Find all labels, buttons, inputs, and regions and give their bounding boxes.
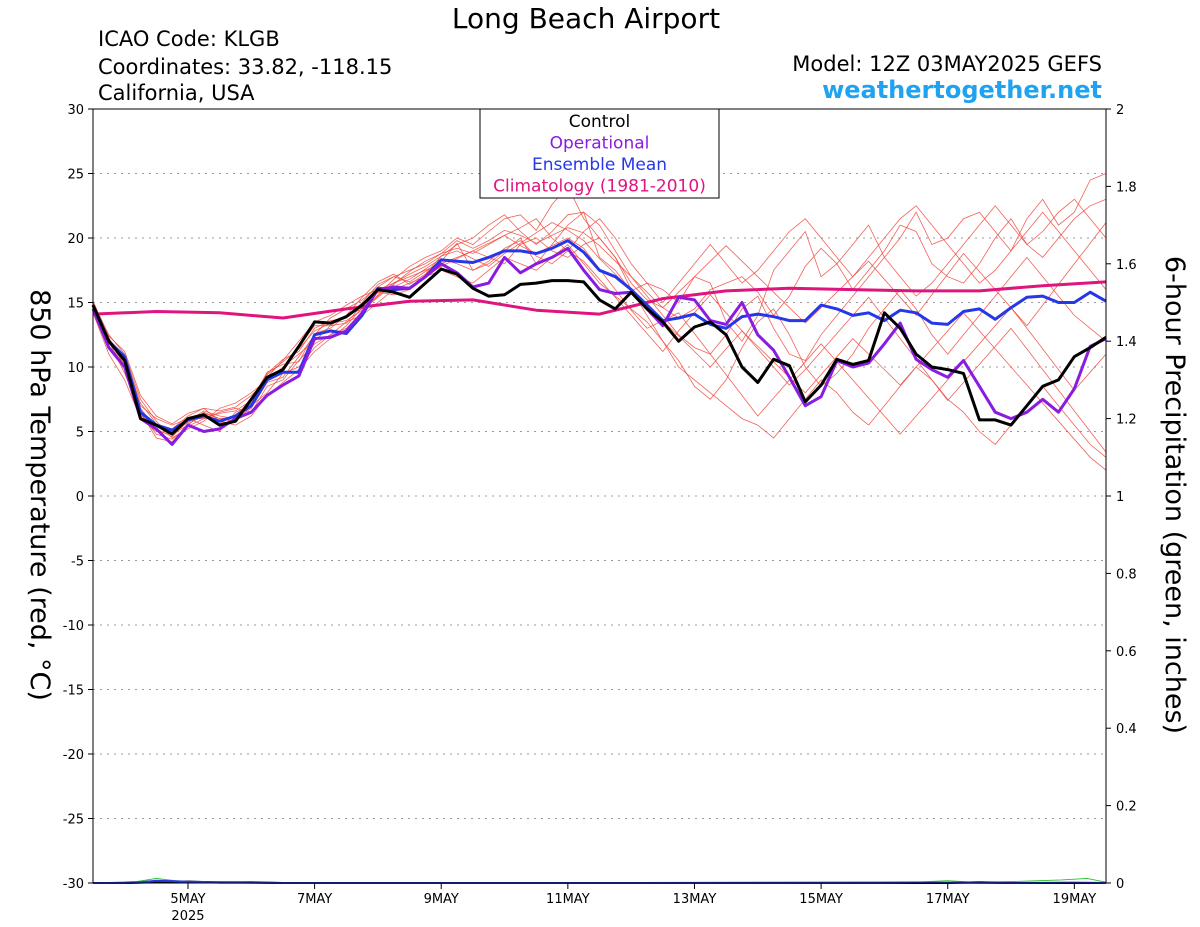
x-tick-label: 13MAY [673, 892, 717, 907]
y2-tick-label: 1.8 [1116, 180, 1137, 195]
y2-tick-label: 2 [1116, 103, 1124, 118]
y2-tick-label: 1.4 [1116, 335, 1137, 350]
legend-entry: Ensemble Mean [532, 155, 667, 175]
y2-tick-label: 0 [1116, 877, 1124, 892]
y2-tick-label: 1 [1116, 490, 1124, 505]
y2-tick-label: 0.2 [1116, 800, 1137, 815]
legend-entry: Climatology (1981-2010) [493, 177, 706, 197]
y-tick-label: 5 [76, 426, 84, 441]
x-tick-label: 17MAY [926, 892, 970, 907]
ensemble-member-line [92, 243, 1107, 458]
x-tick-sublabel: 2025 [171, 909, 204, 924]
x-tick-label: 19MAY [1053, 892, 1097, 907]
ensemble-mean-line [91, 239, 1107, 432]
legend-box [479, 108, 720, 199]
y2-tick-label: 0.8 [1116, 567, 1137, 582]
x-tick-label: 11MAY [546, 892, 590, 907]
y-tick-label: 20 [67, 232, 84, 247]
y-tick-label: 15 [67, 297, 84, 312]
x-tick-label: 7MAY [297, 892, 332, 907]
y-tick-label: -15 [63, 684, 84, 699]
x-tick-label: 9MAY [424, 892, 459, 907]
y-tick-label: 10 [67, 361, 84, 376]
model-run-label: Model: 12Z 03MAY2025 GEFS [792, 52, 1102, 76]
y2-tick-label: 0.6 [1116, 645, 1137, 660]
y-tick-label: 0 [76, 490, 84, 505]
y2-tick-label: 1.2 [1116, 413, 1137, 428]
y-tick-label: -20 [63, 748, 84, 763]
y2-tick-label: 0.4 [1116, 722, 1137, 737]
coordinates-label: Coordinates: 33.82, -118.15 [98, 55, 393, 79]
legend-entry: Operational [550, 134, 650, 154]
chart-title: Long Beach Airport [451, 2, 721, 35]
climatology-1981-2010-line [92, 280, 1107, 320]
ensemble-member-line [92, 222, 1107, 434]
ensemble-members [92, 173, 1107, 884]
y-tick-label: 25 [67, 168, 84, 183]
y2-axis-title: 6-hour Precipitation (green, inches) [1159, 256, 1190, 734]
brand-logo: weathertogether.net [822, 76, 1102, 104]
y-tick-label: 30 [67, 103, 84, 118]
y-tick-label: -25 [63, 813, 84, 828]
ensemble-member-line [92, 222, 1107, 471]
ensemble-member-line [92, 185, 1107, 432]
operational-line [91, 246, 1107, 446]
grid-lines [93, 173, 1106, 819]
ensemble-member-line [92, 205, 1107, 438]
x-tick-label: 15MAY [799, 892, 843, 907]
location-label: California, USA [98, 81, 255, 105]
x-tick-label: 5MAY [170, 892, 205, 907]
control-line [91, 267, 1107, 436]
axes: 302520151050-5-10-15-20-25-3021.81.61.41… [63, 103, 1137, 924]
y-tick-label: -30 [63, 877, 84, 892]
main-series [91, 239, 1107, 884]
y2-tick-label: 1.6 [1116, 258, 1137, 273]
y-axis-title: 850 hPa Temperature (red, °C) [24, 289, 55, 701]
y-tick-label: -5 [71, 555, 84, 570]
ensemble-member-line [92, 173, 1107, 443]
y-tick-label: -10 [63, 619, 84, 634]
legend-entry: Control [569, 112, 630, 132]
icao-code-label: ICAO Code: KLGB [98, 27, 280, 51]
